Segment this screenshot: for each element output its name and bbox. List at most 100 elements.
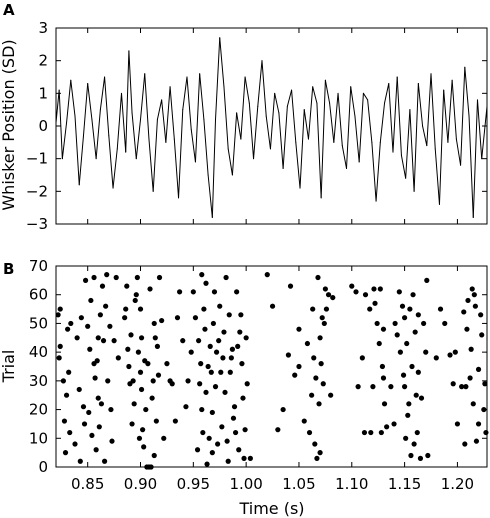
y-tick-label: −1 [26,150,48,168]
trace-segment [405,109,411,179]
spike-dot [223,274,229,281]
spike-dot [151,320,157,327]
spike-dot [209,409,215,416]
spike-dot [151,452,157,459]
panel-b-frame [55,265,488,468]
spike-dot [470,401,476,407]
spike-dot [65,326,71,332]
y-tick-label: 70 [29,257,48,275]
spike-dot [433,355,439,361]
spike-dot [194,447,201,453]
spike-dot [77,458,83,464]
spike-dot [123,306,129,312]
spike-dot [320,381,326,387]
trace-segment [121,92,127,153]
trace-segment [261,60,267,117]
trace-segment [375,141,381,202]
trace-segment [125,50,130,153]
spike-dot [76,386,82,393]
spike-dot [198,361,204,367]
spike-dot [232,429,239,436]
trace-segment [186,76,192,130]
spike-dot [132,297,138,304]
spike-dot [74,335,80,341]
spike-dot [156,274,163,281]
spike-dot [349,283,355,289]
spike-dot [153,418,159,424]
spike-dot [220,355,226,361]
y-tick-label: 0 [38,458,48,476]
trace-segment [108,135,114,189]
spike-dot [154,343,161,349]
trace-segment [460,66,466,166]
spike-dot [192,315,199,321]
trace-segment [199,73,205,120]
trace-segment [329,102,335,143]
spike-dot [421,320,427,327]
trace-segment [320,79,326,199]
spike-dot [402,315,408,321]
x-tick-label: 1.00 [229,475,262,493]
spike-dot [208,369,214,375]
trace-segment [74,115,80,186]
trace-segment [61,122,68,160]
spike-dot [301,418,307,424]
spike-dot [86,409,92,416]
x-tick-label: 0.85 [71,475,104,493]
spike-dot [95,335,101,341]
trace-segment [316,102,322,199]
spike-dot [244,381,250,387]
spike-dot [413,392,419,398]
spike-dot [311,355,317,361]
trace-segment [116,92,122,150]
spike-dot [209,450,215,456]
spike-dot [264,272,270,278]
trace-segment [443,89,449,143]
spike-dot [161,435,167,441]
spike-dot [306,429,313,436]
trace-segment [384,83,390,104]
y-tick-label: 20 [29,401,48,419]
spike-dot [147,286,153,292]
spike-dot [372,300,378,306]
spike-dot [461,309,467,315]
spike-dot [376,340,382,347]
spike-dot [183,404,189,410]
spike-dot [137,306,144,312]
trace-segment [481,105,488,160]
trace-segment [248,102,255,160]
spike-dot [143,406,149,413]
spike-dot [408,452,414,459]
spike-dot [296,326,302,332]
trace-segment [278,112,284,169]
trace-segment [333,92,339,143]
spike-dot [149,395,155,401]
spike-dot [141,444,147,450]
trace-segment [417,83,424,127]
spike-dot [468,346,474,352]
spike-dot [442,320,448,327]
trace-segment [312,86,318,104]
spike-dot [227,369,233,375]
trace-segment [128,50,133,114]
spike-dot [317,450,323,456]
trace-segment [82,83,89,137]
spike-dot [479,332,485,338]
trace-segment [307,86,314,140]
spike-dot [133,292,139,298]
spike-dot [380,375,387,381]
spike-dot [205,363,211,370]
spike-dot [94,358,100,364]
trace-segment [112,148,118,189]
spike-dot [115,355,121,361]
spike-dot [469,286,475,292]
spike-dot [392,320,398,327]
spike-dot [207,343,213,349]
y-tick-label: −3 [26,215,48,233]
spike-dot [135,349,141,355]
trace-segment [438,89,445,205]
y-tick-label: 0 [38,117,48,135]
spike-dot [221,329,227,335]
trace-segment [422,125,428,147]
spike-dot [361,429,368,436]
